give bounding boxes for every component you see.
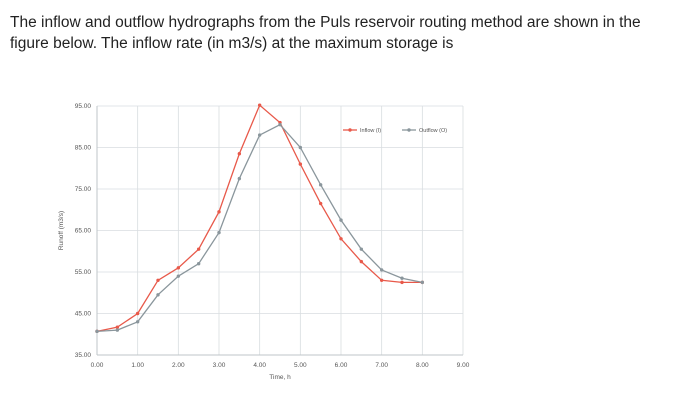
data-point [420,280,425,285]
data-point [196,262,201,266]
y-tick-label: 65.00 [75,228,92,235]
question-text: The inflow and outflow hydrographs from … [10,12,690,54]
legend: Inflow (I) Outflow (O) [343,128,447,134]
data-point [339,237,343,241]
x-tick-label: 7.00 [375,362,388,369]
question-line-1: The inflow and outflow hydrographs from … [10,14,641,31]
series [95,103,425,334]
data-point [339,218,343,222]
data-point [359,247,364,251]
data-point [257,103,262,107]
data-point [135,311,140,316]
data-point [379,268,384,272]
data-point [217,210,221,214]
data-point [115,325,120,329]
y-tick-label: 45.00 [75,311,92,318]
y-tick-label: 55.00 [75,269,92,276]
x-tick-label: 4.00 [253,362,266,369]
data-point [196,247,201,251]
data-point [379,278,384,282]
data-point [95,329,99,334]
x-tick-label: 0.00 [91,362,104,369]
data-point [115,328,120,332]
y-tick-label: 85.00 [75,145,92,152]
data-point [400,280,404,285]
data-point [176,274,181,278]
data-point [237,176,242,181]
data-point [156,278,160,282]
legend-marker [348,128,352,132]
data-point [359,259,364,264]
legend-marker [407,128,411,132]
y-tick-label: 75.00 [75,186,92,193]
data-point [278,122,282,127]
data-point [156,293,160,297]
data-point [217,230,221,235]
x-tick-label: 3.00 [213,362,226,369]
data-point [176,266,181,270]
data-point [298,162,303,166]
question-line-2: figure below. The inflow rate (in m3/s) … [10,35,454,52]
x-tick-label: 8.00 [416,362,429,369]
y-axis-title: Runoff (m3/s) [58,211,65,250]
x-tick-label: 2.00 [172,362,185,369]
data-point [237,152,242,156]
y-tick-label: 95.00 [75,103,92,110]
x-tick-label: 9.00 [457,362,470,369]
data-point [135,320,140,324]
legend-label: Outflow (O) [419,128,447,134]
data-point [257,133,262,137]
axes: 0.00 1.00 2.00 3.00 4.00 5.00 6.00 7.00 8.00 9.00… [58,103,470,381]
data-point [318,201,323,206]
x-tick-label: 5.00 [294,362,307,369]
data-point [298,145,303,150]
x-axis-title: Time, h [269,374,291,381]
x-tick-label: 1.00 [131,362,144,369]
data-point [400,276,404,280]
x-tick-label: 6.00 [335,362,348,369]
y-tick-label: 35.00 [75,352,92,359]
grid [96,105,464,356]
data-point [318,183,323,187]
legend-label: Inflow (I) [360,128,381,134]
